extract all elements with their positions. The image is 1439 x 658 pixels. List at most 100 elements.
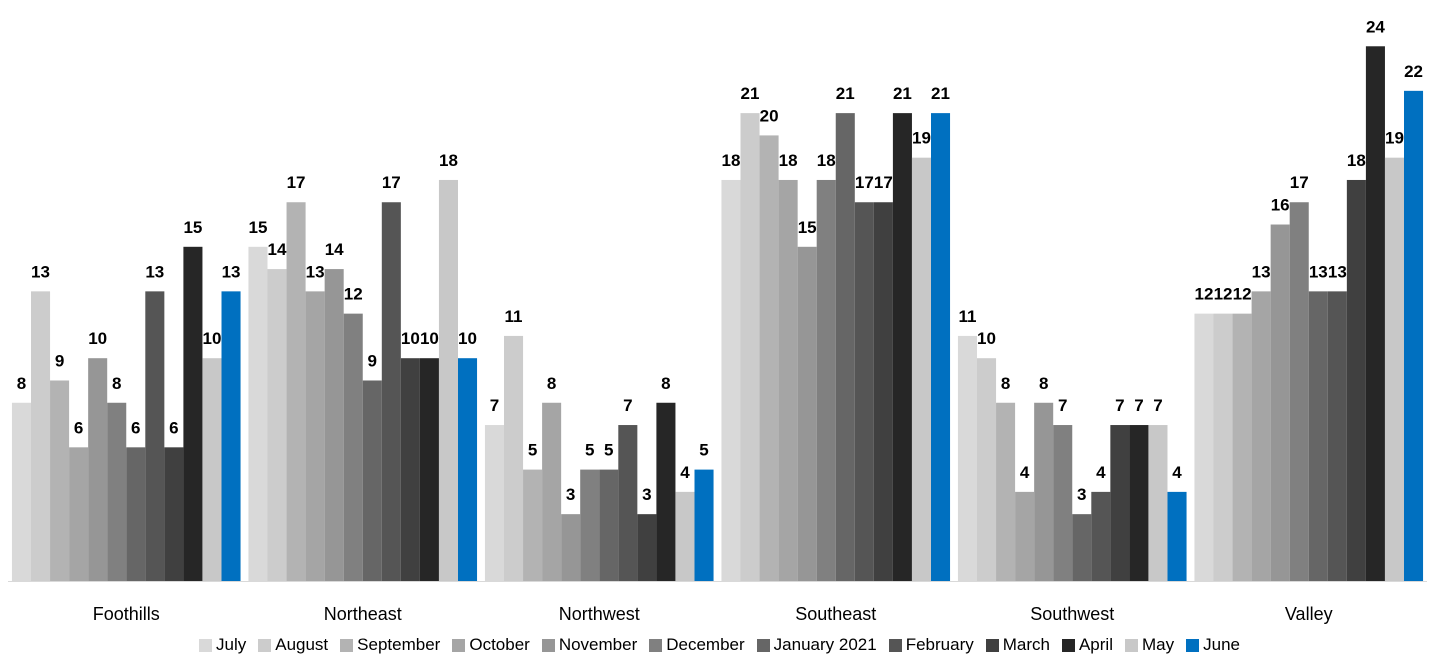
legend-swatch [258,638,272,652]
data-label: 14 [325,240,344,259]
bar-valley-december [1289,202,1309,582]
bar-southeast-november [797,246,817,582]
legend-item: April [1061,635,1113,655]
data-label: 6 [169,418,178,437]
bar-southwest-may [1148,425,1168,581]
data-label: 13 [1328,262,1347,281]
bar-valley-june [1404,90,1424,581]
bar-northwest-may [675,491,695,581]
bar-northeast-february [381,202,401,582]
legend-swatch [888,638,902,652]
bar-southwest-july [957,335,977,581]
data-label: 7 [490,396,499,415]
bar-southwest-march [1110,425,1130,581]
legend-label: March [1002,635,1050,654]
data-label: 17 [287,173,306,192]
bar-northeast-october [305,291,325,581]
bar-northeast-april [419,358,439,581]
legend-swatch [1061,638,1075,652]
category-label: Northeast [324,604,402,624]
bar-southwest-october [1015,491,1035,581]
bar-northwest-march [637,514,657,581]
bar-northwest-june [694,469,714,581]
bar-northwest-december [580,469,600,581]
category-label: Foothills [93,604,160,624]
bar-valley-february [1327,291,1347,581]
legend-item: July [199,635,246,655]
bar-southeast-august [740,113,760,582]
bar-northeast-september [286,202,306,582]
data-label: 3 [566,485,575,504]
legend-item: November [541,635,637,655]
bar-foothills-may [202,358,222,581]
bar-southwest-january-2021 [1072,514,1092,581]
legend-label: June [1203,635,1240,654]
data-label: 4 [1020,463,1030,482]
chart-legend: July August September October November Decemb… [0,633,1439,657]
bar-southeast-september [759,135,779,581]
data-label: 4 [1172,463,1182,482]
bar-northeast-june [458,358,478,581]
legend-label: January 2021 [773,635,877,654]
data-label: 21 [836,84,855,103]
legend-item: December [649,635,745,655]
bar-foothills-december [107,402,127,581]
data-label: 10 [977,329,996,348]
data-label: 8 [547,374,556,393]
legend-swatch [199,638,212,652]
data-label: 15 [249,218,268,237]
data-label: 10 [458,329,477,348]
category-label: Valley [1285,604,1333,624]
data-label: 7 [1134,396,1143,415]
bar-foothills-february [145,291,165,581]
bar-foothills-september [50,380,70,581]
bar-foothills-november [88,358,108,581]
bar-southeast-october [778,179,798,581]
legend-label: May [1141,635,1175,654]
legend-label: April [1078,635,1113,654]
bar-southwest-august [977,358,997,581]
bar-foothills-october [69,447,89,581]
data-label: 14 [268,240,287,259]
data-label: 21 [741,84,760,103]
bar-southwest-april [1129,425,1149,581]
bar-northwest-july [484,425,504,581]
data-label: 6 [74,418,83,437]
data-label: 13 [145,262,164,281]
bar-valley-march [1346,179,1366,581]
bar-southeast-june [931,113,951,582]
data-label: 8 [17,374,26,393]
bar-northwest-august [504,335,524,581]
data-label: 12 [1195,285,1214,304]
bar-northeast-january-2021 [362,380,382,581]
data-label: 24 [1366,17,1385,36]
bar-southeast-may [911,157,931,581]
category-label: Southeast [795,604,876,624]
legend-swatch [756,638,770,652]
data-label: 13 [306,262,325,281]
data-label: 18 [722,151,741,170]
data-label: 13 [31,262,50,281]
bar-southwest-september [996,402,1016,581]
bar-foothills-march [164,447,184,581]
data-label: 11 [958,307,976,326]
category-label: Northwest [559,604,640,624]
legend-swatch [1124,638,1138,652]
legend-item: January 2021 [756,635,877,655]
data-label: 17 [382,173,401,192]
bar-foothills-april [183,246,203,582]
data-label: 3 [1077,485,1086,504]
bar-valley-may [1384,157,1404,581]
data-label: 17 [855,173,874,192]
data-label: 9 [368,351,377,370]
bar-valley-april [1365,46,1385,581]
data-label: 18 [817,151,836,170]
data-label: 6 [131,418,140,437]
legend-swatch [649,638,663,652]
data-label: 13 [1309,262,1328,281]
bar-northeast-march [400,358,420,581]
data-label: 8 [1001,374,1010,393]
bar-foothills-january-2021 [126,447,146,581]
data-label: 8 [112,374,121,393]
legend-label: December [666,635,745,654]
